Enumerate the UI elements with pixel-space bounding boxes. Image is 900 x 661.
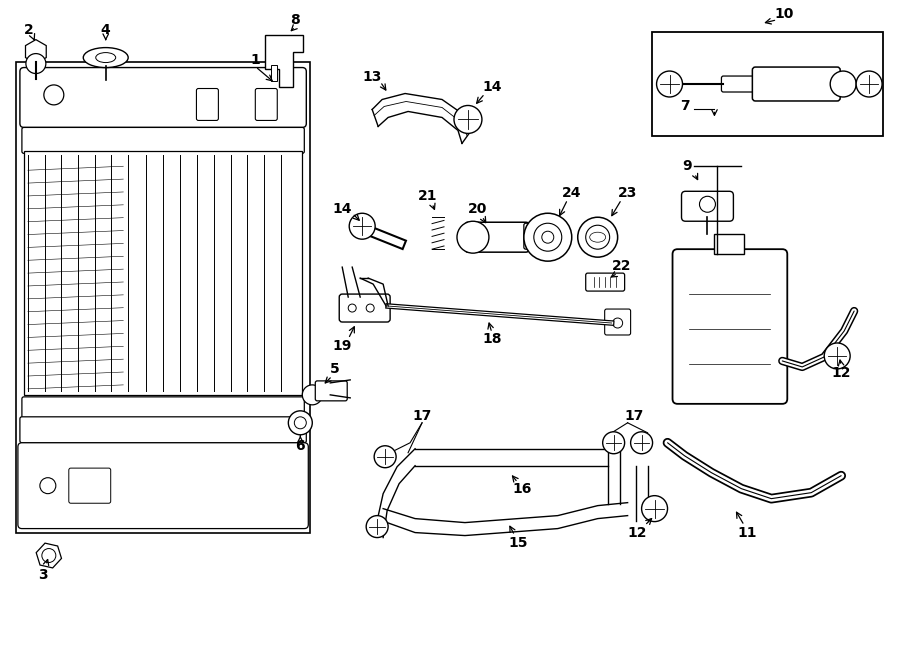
FancyBboxPatch shape <box>605 309 631 335</box>
Circle shape <box>830 71 856 97</box>
FancyBboxPatch shape <box>752 67 841 101</box>
Text: 22: 22 <box>612 259 632 273</box>
Text: 17: 17 <box>625 408 644 423</box>
Circle shape <box>603 432 625 453</box>
Circle shape <box>578 217 617 257</box>
FancyBboxPatch shape <box>20 417 306 443</box>
Circle shape <box>349 214 375 239</box>
Text: 13: 13 <box>363 69 382 83</box>
FancyBboxPatch shape <box>339 294 390 322</box>
Text: 21: 21 <box>418 189 437 204</box>
Text: 24: 24 <box>562 186 581 200</box>
Bar <box>16 61 310 533</box>
FancyBboxPatch shape <box>196 89 219 120</box>
Circle shape <box>366 516 388 537</box>
Bar <box>272 65 277 81</box>
FancyBboxPatch shape <box>722 76 758 92</box>
Circle shape <box>824 343 850 369</box>
FancyBboxPatch shape <box>20 67 306 128</box>
Text: 3: 3 <box>38 568 48 582</box>
Circle shape <box>642 496 668 522</box>
Text: 14: 14 <box>332 202 352 216</box>
FancyBboxPatch shape <box>68 468 111 503</box>
Text: 1: 1 <box>250 53 260 67</box>
Bar <box>652 32 883 136</box>
Circle shape <box>856 71 882 97</box>
Text: 17: 17 <box>412 408 432 423</box>
Text: 16: 16 <box>512 482 532 496</box>
Bar <box>24 151 302 395</box>
Text: 20: 20 <box>468 202 488 216</box>
Circle shape <box>374 446 396 468</box>
Circle shape <box>542 231 554 243</box>
Circle shape <box>534 223 562 251</box>
Polygon shape <box>266 34 303 87</box>
Circle shape <box>348 304 356 312</box>
FancyBboxPatch shape <box>465 222 529 252</box>
Bar <box>715 234 743 254</box>
Circle shape <box>40 478 56 494</box>
Circle shape <box>457 221 489 253</box>
FancyBboxPatch shape <box>22 397 304 419</box>
Text: 2: 2 <box>24 22 34 36</box>
FancyBboxPatch shape <box>524 223 550 249</box>
Text: 4: 4 <box>101 22 111 36</box>
Circle shape <box>454 106 482 134</box>
Circle shape <box>699 196 716 212</box>
Text: 11: 11 <box>738 525 757 539</box>
Circle shape <box>631 432 652 453</box>
Text: 19: 19 <box>332 339 352 353</box>
Text: 10: 10 <box>775 7 794 20</box>
FancyBboxPatch shape <box>18 443 309 529</box>
Text: 6: 6 <box>295 439 305 453</box>
Circle shape <box>44 85 64 105</box>
Circle shape <box>302 385 322 405</box>
Circle shape <box>366 304 374 312</box>
Text: 15: 15 <box>508 535 527 549</box>
Ellipse shape <box>95 53 116 63</box>
FancyBboxPatch shape <box>681 191 733 221</box>
Ellipse shape <box>84 48 128 67</box>
Text: 8: 8 <box>291 13 301 26</box>
Circle shape <box>42 549 56 563</box>
Text: 5: 5 <box>330 362 340 376</box>
Text: 23: 23 <box>618 186 637 200</box>
FancyBboxPatch shape <box>256 89 277 120</box>
FancyBboxPatch shape <box>586 273 625 291</box>
FancyBboxPatch shape <box>315 381 347 401</box>
Circle shape <box>613 318 623 328</box>
Circle shape <box>657 71 682 97</box>
Circle shape <box>288 411 312 435</box>
Text: 12: 12 <box>628 525 647 539</box>
Text: 7: 7 <box>680 99 689 114</box>
Text: 14: 14 <box>482 79 501 93</box>
Text: 18: 18 <box>482 332 501 346</box>
Circle shape <box>586 225 609 249</box>
Ellipse shape <box>590 232 606 242</box>
Circle shape <box>294 417 306 429</box>
Circle shape <box>26 54 46 73</box>
Circle shape <box>524 214 572 261</box>
FancyBboxPatch shape <box>22 128 304 153</box>
Text: 12: 12 <box>832 366 850 380</box>
Text: 9: 9 <box>683 159 692 173</box>
FancyBboxPatch shape <box>672 249 788 404</box>
